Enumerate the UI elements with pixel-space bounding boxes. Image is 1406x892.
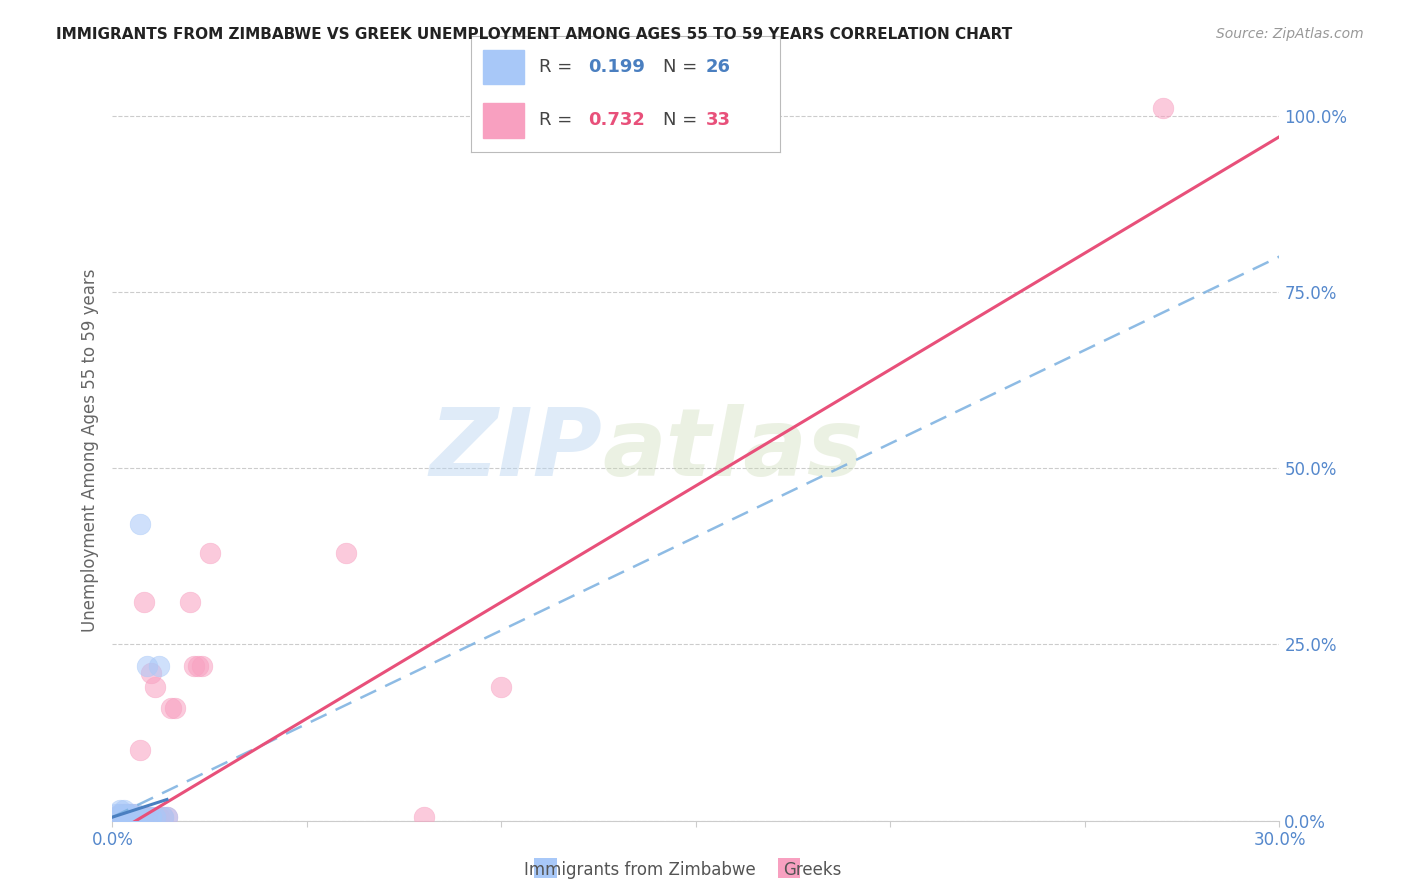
Point xyxy=(117,810,139,824)
Point xyxy=(125,810,148,824)
Point xyxy=(112,810,135,824)
Point xyxy=(148,810,170,824)
Y-axis label: Unemployment Among Ages 55 to 59 years: Unemployment Among Ages 55 to 59 years xyxy=(80,268,98,632)
Point xyxy=(198,546,221,560)
Text: IMMIGRANTS FROM ZIMBABWE VS GREEK UNEMPLOYMENT AMONG AGES 55 TO 59 YEARS CORRELA: IMMIGRANTS FROM ZIMBABWE VS GREEK UNEMPL… xyxy=(56,27,1012,42)
Point xyxy=(143,680,166,694)
Point xyxy=(121,806,143,821)
Point xyxy=(121,810,143,824)
Point xyxy=(141,810,163,824)
Point xyxy=(128,517,150,532)
Point xyxy=(143,810,166,824)
Point xyxy=(163,701,186,715)
Point xyxy=(1152,102,1174,116)
Text: N =: N = xyxy=(662,58,703,76)
Point xyxy=(112,810,135,824)
Point xyxy=(125,810,148,824)
Point xyxy=(112,806,135,821)
Point xyxy=(117,806,139,821)
Point xyxy=(187,658,209,673)
Point xyxy=(128,810,150,824)
Point xyxy=(105,806,128,821)
Point xyxy=(412,810,434,824)
Text: N =: N = xyxy=(662,112,703,129)
Point xyxy=(152,810,174,824)
Text: Source: ZipAtlas.com: Source: ZipAtlas.com xyxy=(1216,27,1364,41)
Point xyxy=(148,658,170,673)
Point xyxy=(132,810,155,824)
Point xyxy=(125,810,148,824)
Point xyxy=(152,810,174,824)
Point xyxy=(156,810,179,824)
Bar xyxy=(484,50,523,85)
Point xyxy=(132,810,155,824)
Point xyxy=(117,806,139,821)
Text: 33: 33 xyxy=(706,112,731,129)
Point xyxy=(110,806,132,821)
Text: 26: 26 xyxy=(706,58,731,76)
Point xyxy=(105,810,128,824)
Point xyxy=(491,680,513,694)
Point xyxy=(125,806,148,821)
Point xyxy=(160,701,183,715)
Text: 0.732: 0.732 xyxy=(589,112,645,129)
Point xyxy=(141,810,163,824)
Text: 0.199: 0.199 xyxy=(589,58,645,76)
Text: Immigrants from Zimbabwe: Immigrants from Zimbabwe xyxy=(524,861,755,879)
Point xyxy=(179,595,201,609)
Point xyxy=(110,803,132,817)
Point xyxy=(117,810,139,824)
Text: R =: R = xyxy=(538,112,578,129)
Point xyxy=(136,658,159,673)
Point xyxy=(110,810,132,824)
Text: atlas: atlas xyxy=(603,404,863,497)
Point xyxy=(128,810,150,824)
Point xyxy=(183,658,205,673)
Point xyxy=(112,803,135,817)
Point xyxy=(110,806,132,821)
Point xyxy=(191,658,214,673)
Bar xyxy=(484,103,523,137)
Point xyxy=(141,665,163,680)
Point xyxy=(110,810,132,824)
Point xyxy=(132,595,155,609)
Point xyxy=(136,810,159,824)
Point xyxy=(121,810,143,824)
Point xyxy=(121,806,143,821)
Point xyxy=(112,806,135,821)
Text: ZIP: ZIP xyxy=(430,404,603,497)
Point xyxy=(136,810,159,824)
Point xyxy=(128,743,150,757)
Point xyxy=(105,810,128,824)
Text: Greeks: Greeks xyxy=(783,861,842,879)
Point xyxy=(156,810,179,824)
Text: R =: R = xyxy=(538,58,578,76)
Point xyxy=(335,546,357,560)
Point xyxy=(141,810,163,824)
Point xyxy=(117,810,139,824)
